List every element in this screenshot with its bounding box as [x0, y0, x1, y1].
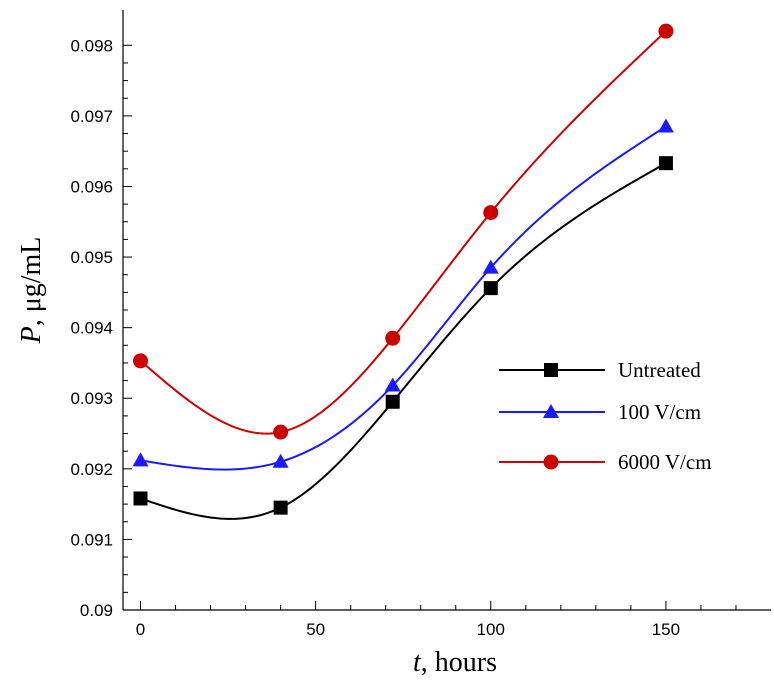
y-tick-label: 0.098 [70, 36, 113, 55]
x-axis-title: t, hours [413, 647, 497, 678]
y-tick-label: 0.094 [70, 319, 113, 338]
legend-label: Untreated [618, 358, 701, 382]
legend-label: 6000 V/cm [618, 450, 712, 474]
ticks: 0 50 100 150 0.09 0.091 0.092 0.093 0.094 0.095 0.… [70, 36, 736, 639]
y-tick-label: 0.09 [80, 601, 113, 620]
x-tick-label: 150 [652, 620, 680, 639]
legend-label: 100 V/cm [618, 400, 701, 424]
marker-circle [658, 24, 673, 39]
marker-square [484, 281, 498, 295]
marker-square [544, 363, 558, 377]
marker-square [659, 156, 673, 170]
y-tick-label: 0.097 [70, 107, 113, 126]
marker-circle [544, 455, 559, 470]
series-line [141, 163, 666, 519]
marker-triangle [658, 118, 674, 132]
axes [123, 10, 771, 610]
marker-triangle [133, 452, 149, 466]
marker-square [134, 491, 148, 505]
legend-item: Untreated [499, 358, 701, 382]
y-tick-label: 0.096 [70, 177, 113, 196]
legend: Untreated 100 V/cm 6000 V/cm [499, 358, 712, 474]
marker-circle [483, 205, 498, 220]
x-tick-label: 50 [306, 620, 325, 639]
x-tick-label: 100 [477, 620, 505, 639]
series-3 [133, 24, 673, 440]
x-tick-label: 0 [136, 620, 145, 639]
marker-square [386, 395, 400, 409]
y-axis-title: P, μg/mL [16, 237, 47, 345]
y-tick-label: 0.095 [70, 248, 113, 267]
series-group [133, 24, 674, 519]
legend-item: 100 V/cm [499, 400, 701, 424]
marker-square [274, 501, 288, 515]
y-tick-label: 0.093 [70, 389, 113, 408]
series-line [141, 126, 666, 469]
series-1 [134, 156, 673, 519]
y-tick-label: 0.091 [70, 530, 113, 549]
marker-circle [273, 425, 288, 440]
marker-circle [385, 331, 400, 346]
y-tick-label: 0.092 [70, 460, 113, 479]
marker-circle [133, 353, 148, 368]
legend-item: 6000 V/cm [499, 450, 712, 474]
